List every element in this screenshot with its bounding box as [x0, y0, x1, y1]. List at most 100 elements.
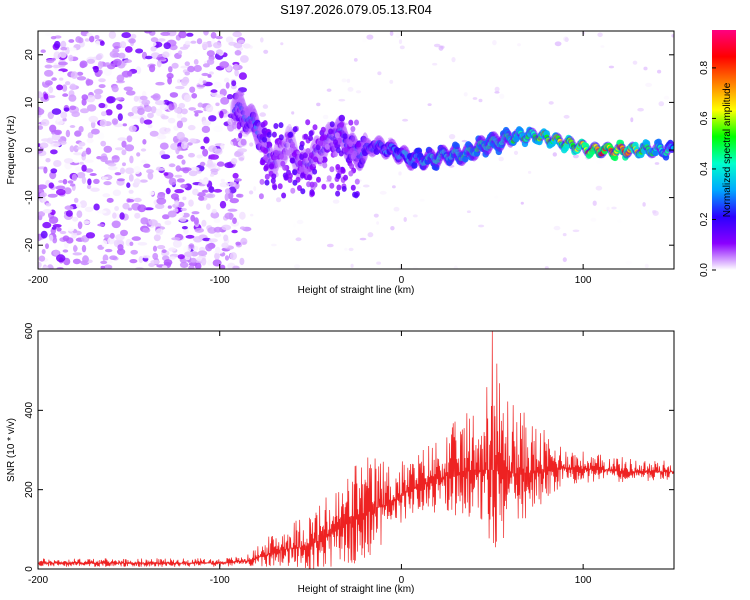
spectrogram-speckle-cell [291, 111, 295, 115]
colorbar-ramp [712, 30, 736, 270]
spectrogram-noise-cell [111, 155, 120, 163]
spectrogram-noise-cell [193, 59, 199, 65]
snr-marks [38, 331, 674, 569]
spectrogram-noise-cell [123, 59, 132, 64]
colorbar-tick-label: 0.0 [699, 263, 710, 277]
spectrogram-noise-cell [127, 207, 133, 211]
spectrogram-burst-cell [320, 126, 326, 133]
spectrogram-noise-cell [207, 74, 212, 78]
snr-x-tick-label: -200 [28, 575, 48, 586]
spectrogram-noise-cell [139, 95, 148, 101]
spectrogram-noise-cell [121, 32, 131, 39]
spectrogram-burst-cell [352, 150, 358, 157]
spectrogram-noise-cell [134, 212, 141, 219]
spectrogram-noise-cell [50, 168, 58, 174]
spectrogram-noise-cell [65, 210, 73, 217]
spectrogram-burst-cell [309, 181, 315, 188]
spectrogram-burst-cell [332, 151, 338, 158]
spectrogram-speckle-cell [362, 38, 367, 43]
spectrogram-speckle-cell [379, 190, 387, 195]
spectrogram-noise-cell [186, 32, 194, 37]
spectrogram-noise-cell [38, 211, 46, 217]
spectrogram-noise-cell [161, 265, 168, 269]
spectrogram-noise-cell [148, 191, 155, 196]
spectrogram-burst-cell [339, 121, 345, 128]
spectrogram-noise-cell [215, 102, 220, 107]
spectrogram-noise-cell [193, 110, 204, 114]
spectrogram-noise-cell [142, 139, 147, 145]
spectrogram-noise-cell [215, 94, 225, 98]
spectrogram-noise-cell [45, 158, 51, 163]
spectrogram-noise-cell [219, 61, 229, 69]
spectrogram-burst-cell [264, 164, 269, 170]
spectrogram-burst-cell [262, 141, 267, 148]
spectrogram-noise-cell [65, 129, 71, 138]
spectrogram-noise-cell [45, 32, 52, 37]
spectrogram-noise-cell [238, 72, 247, 80]
spectrogram-speckle-cell [353, 58, 358, 62]
spectrogram-noise-cell [162, 214, 170, 220]
spectrogram-speckle-cell [572, 154, 579, 159]
spectrogram-noise-cell [76, 76, 87, 81]
spectrogram-speckle-cell [322, 114, 329, 120]
spectrogram-noise-cell [62, 117, 67, 122]
spectrogram-noise-cell [167, 117, 176, 124]
spectrogram-noise-cell [149, 130, 159, 137]
spectrogram-ridge-cell [611, 154, 619, 162]
spectrogram-noise-cell [103, 68, 112, 76]
spectrogram-speckle-cell [249, 142, 254, 147]
spectrogram-noise-cell [84, 38, 90, 42]
spectrogram-speckle-cell [572, 229, 580, 233]
spectrogram-noise-cell [62, 178, 68, 185]
spectrogram-burst-cell [324, 143, 330, 150]
spectrogram-noise-cell [190, 40, 197, 44]
spectrogram-noise-cell [193, 64, 202, 73]
spectrogram-noise-cell [97, 132, 105, 140]
spectrogram-noise-cell [79, 161, 84, 165]
spectrogram-noise-cell [164, 220, 172, 226]
spectrogram-speckle-cell [632, 60, 638, 65]
spectrogram-noise-cell [52, 237, 58, 244]
spectrogram-noise-cell [144, 31, 152, 34]
spectrogram-ridge-cell [338, 114, 345, 122]
spectrogram-noise-cell [171, 62, 179, 69]
spectrogram-burst-cell [273, 123, 279, 129]
spectrogram-noise-cell [135, 66, 142, 75]
colorbar: 0.0 0.2 0.4 0.6 0.8 Normalized spectral ampl… [699, 30, 736, 277]
spectrogram-noise-cell [93, 178, 100, 184]
spectrogram-noise-cell [62, 249, 69, 253]
spectrogram-noise-cell [176, 120, 183, 129]
spectrogram-noise-cell [179, 167, 189, 172]
spectrogram-burst-cell [305, 119, 311, 126]
spectrogram-noise-cell [44, 69, 54, 77]
spectrogram-noise-cell [227, 208, 238, 212]
spectrogram-noise-cell [206, 203, 211, 210]
spectrogram-noise-cell [69, 183, 76, 187]
spectrogram-noise-cell [105, 248, 113, 253]
spectrogram-speckle-cell [398, 266, 404, 269]
spectrogram-noise-cell [112, 189, 122, 197]
spectrogram-noise-cell [155, 167, 166, 171]
spectrogram-speckle-cell [461, 139, 468, 143]
spectrogram-noise-cell [233, 42, 243, 49]
spectrogram-noise-cell [144, 106, 152, 113]
spectrogram-noise-cell [133, 178, 141, 186]
spectrogram-noise-cell [47, 95, 56, 99]
spectrogram-noise-cell [136, 152, 141, 157]
spectrogram-noise-cell [155, 81, 165, 86]
spectrogram-noise-cell [62, 84, 68, 92]
spectrogram-noise-cell [219, 264, 226, 269]
spectrogram-noise-cell [84, 168, 94, 173]
spectrogram-x-tick-label: 100 [575, 275, 592, 286]
spectrogram-noise-cell [100, 260, 108, 265]
spectrogram-burst-cell [292, 126, 298, 133]
snr-y-tick-label: 400 [24, 402, 35, 419]
spectrogram-noise-cell [106, 96, 116, 104]
spectrogram-ridge-cell [329, 145, 337, 153]
colorbar-tick-label: 0.4 [699, 162, 710, 176]
spectrogram-noise-cell [42, 221, 52, 229]
spectrogram-noise-cell [72, 252, 83, 256]
spectrogram-noise-cell [143, 163, 151, 168]
spectrogram-ridge-cell [433, 164, 440, 171]
spectrogram-noise-cell [239, 226, 246, 230]
